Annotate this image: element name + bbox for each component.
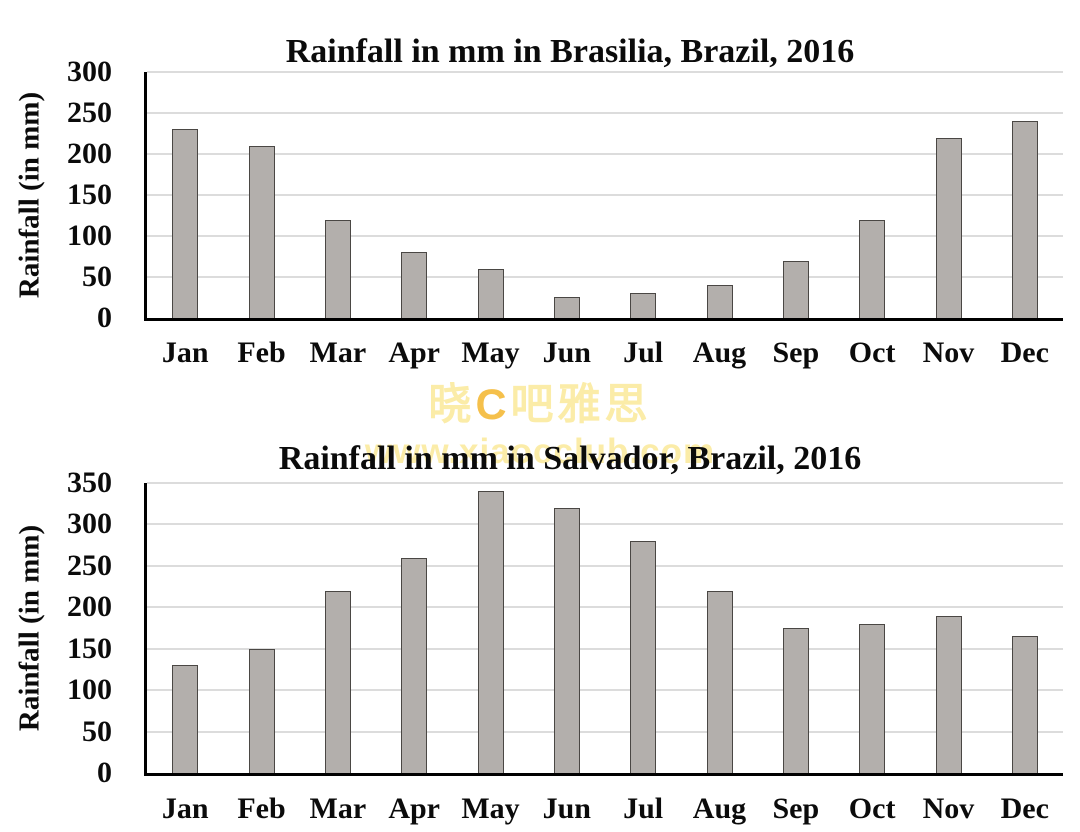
x-label-may: May bbox=[461, 336, 520, 369]
y-tick-150: 150 bbox=[67, 631, 112, 665]
x-label-feb: Feb bbox=[237, 336, 286, 369]
bar-sep bbox=[782, 261, 809, 318]
x-label-mar: Mar bbox=[309, 336, 367, 369]
watermark-line-2: www.xiaocclub.com bbox=[364, 432, 716, 471]
y-tick-0: 0 bbox=[97, 301, 112, 334]
x-axis-labels-brasilia: Jan Feb Mar Apr May Jun Jul Aug Sep Oct Nov Dec bbox=[147, 336, 1063, 370]
gridline-100 bbox=[147, 235, 1063, 237]
y-tick-100: 100 bbox=[67, 219, 112, 252]
gridline-200 bbox=[147, 153, 1063, 155]
x-label-feb: Feb bbox=[237, 792, 286, 825]
gridline-250 bbox=[147, 112, 1063, 114]
x-label-jul: Jul bbox=[623, 792, 664, 825]
x-label-apr: Apr bbox=[388, 792, 440, 825]
bar-dec bbox=[1011, 121, 1038, 318]
y-axis-line bbox=[144, 72, 147, 321]
bar-may bbox=[477, 269, 504, 318]
x-label-aug: Aug bbox=[692, 792, 747, 825]
bar-may bbox=[477, 491, 504, 773]
x-axis-line bbox=[144, 318, 1063, 321]
watermark-text-part: 晓 bbox=[428, 381, 476, 429]
y-tick-350: 350 bbox=[67, 466, 112, 499]
bar-jul bbox=[630, 541, 657, 773]
watermark-line-1: 晓C吧雅思 bbox=[0, 370, 1080, 432]
x-label-oct: Oct bbox=[848, 792, 896, 825]
bar-mar bbox=[324, 220, 351, 318]
x-label-nov: Nov bbox=[922, 336, 975, 369]
x-label-dec: Dec bbox=[1000, 792, 1049, 825]
x-label-jun: Jun bbox=[542, 336, 591, 369]
x-label-jan: Jan bbox=[161, 336, 209, 369]
x-label-jan: Jan bbox=[161, 792, 209, 825]
bar-nov bbox=[935, 616, 962, 773]
bar-feb bbox=[248, 146, 275, 318]
bar-dec bbox=[1011, 636, 1038, 773]
bar-aug bbox=[706, 591, 733, 773]
gridline-200 bbox=[147, 606, 1063, 609]
bar-jan bbox=[172, 665, 199, 773]
x-label-jul: Jul bbox=[623, 336, 664, 369]
y-tick-100: 100 bbox=[67, 673, 112, 707]
gridline-300 bbox=[147, 523, 1063, 526]
bar-apr bbox=[401, 558, 428, 773]
watermark-text-part: C bbox=[475, 381, 511, 429]
plot-area-salvador bbox=[147, 482, 1063, 773]
gridline-150 bbox=[147, 647, 1063, 650]
y-tick-0: 0 bbox=[97, 756, 112, 789]
x-label-sep: Sep bbox=[772, 792, 820, 825]
x-label-jun: Jun bbox=[542, 792, 591, 825]
y-tick-200: 200 bbox=[67, 590, 112, 624]
bar-jun bbox=[553, 297, 580, 318]
bar-jul bbox=[630, 293, 657, 318]
bar-apr bbox=[401, 252, 428, 318]
x-label-dec: Dec bbox=[1000, 336, 1049, 369]
plot-area-brasilia bbox=[147, 71, 1063, 318]
y-tick-250: 250 bbox=[67, 548, 112, 582]
bar-aug bbox=[706, 285, 733, 318]
bar-jun bbox=[553, 508, 580, 773]
bar-sep bbox=[782, 628, 809, 773]
y-tick-50: 50 bbox=[82, 714, 112, 748]
y-tick-300: 300 bbox=[67, 55, 112, 88]
x-label-aug: Aug bbox=[692, 336, 747, 369]
x-label-nov: Nov bbox=[922, 792, 975, 825]
x-label-oct: Oct bbox=[848, 336, 896, 369]
x-label-apr: Apr bbox=[388, 336, 440, 369]
bar-mar bbox=[324, 591, 351, 773]
gridline-100 bbox=[147, 689, 1063, 692]
x-axis-line bbox=[144, 773, 1063, 776]
bar-oct bbox=[859, 624, 886, 773]
y-tick-50: 50 bbox=[82, 260, 112, 293]
x-label-may: May bbox=[461, 792, 520, 825]
x-axis-labels-salvador: Jan Feb Mar Apr May Jun Jul Aug Sep Oct Nov Dec bbox=[147, 792, 1063, 826]
chart-title-salvador: Rainfall in mm in Salvador, Brazil, 2016 bbox=[278, 440, 862, 478]
gridline-350 bbox=[147, 482, 1063, 484]
x-label-sep: Sep bbox=[772, 336, 820, 369]
y-axis-line bbox=[144, 483, 147, 776]
bar-feb bbox=[248, 649, 275, 773]
gridline-300 bbox=[147, 71, 1063, 74]
bar-nov bbox=[935, 138, 962, 318]
bar-jan bbox=[172, 129, 199, 318]
y-tick-150: 150 bbox=[67, 178, 112, 211]
chart-title-brasilia: Rainfall in mm in Brasilia, Brazil, 2016 bbox=[285, 33, 855, 71]
y-tick-300: 300 bbox=[67, 507, 112, 541]
watermark-text-part: 吧雅思 bbox=[510, 381, 652, 429]
gridline-50 bbox=[147, 730, 1063, 733]
bar-oct bbox=[859, 220, 886, 318]
x-label-mar: Mar bbox=[309, 792, 367, 825]
gridline-150 bbox=[147, 194, 1063, 196]
y-tick-250: 250 bbox=[67, 96, 112, 129]
y-tick-200: 200 bbox=[67, 137, 112, 170]
gridline-250 bbox=[147, 564, 1063, 567]
gridline-50 bbox=[147, 276, 1063, 278]
